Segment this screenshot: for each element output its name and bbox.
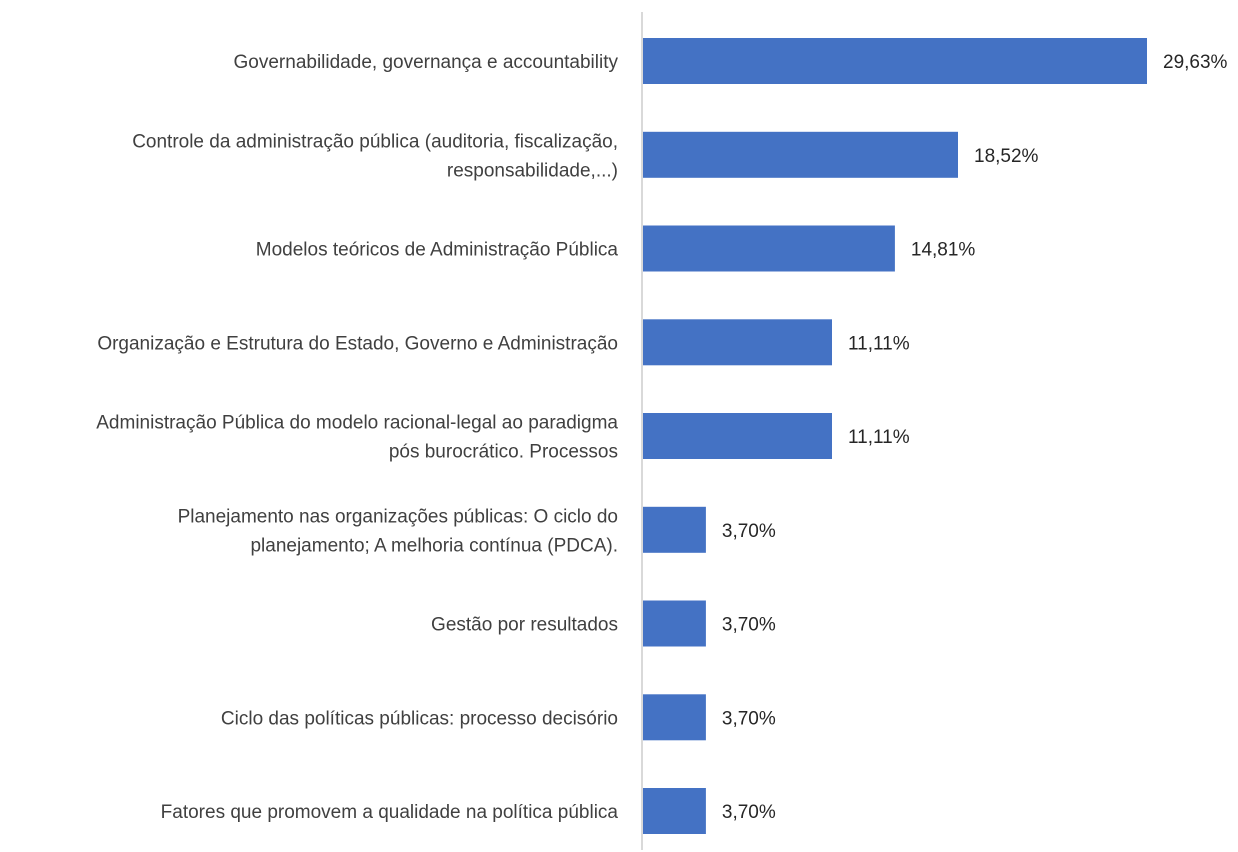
category-label-line: Administração Pública do modelo racional… [96,413,618,434]
category-label: Planejamento nas organizações públicas: … [178,506,618,556]
category-label: Gestão por resultados [431,615,618,636]
category-label: Modelos teóricos de Administração Públic… [256,240,619,261]
bar [643,131,958,178]
category-label-line: Governabilidade, governança e accountabi… [234,52,619,73]
category-label: Ciclo das políticas públicas: processo d… [221,708,618,729]
category-label-line: responsabilidade,...) [447,160,618,181]
data-label: 3,70% [722,521,776,542]
bar [643,600,706,647]
data-label: 11,11% [848,427,910,448]
data-label: 29,63% [1163,52,1228,73]
bar [643,319,832,366]
category-labels-group: Governabilidade, governança e accountabi… [96,52,618,823]
bar [643,694,706,741]
category-label-line: Organização e Estrutura do Estado, Gover… [97,333,618,354]
data-label: 18,52% [974,146,1039,167]
bar [643,413,832,459]
category-label-line: Controle da administração pública (audit… [132,131,618,152]
bars-group [643,38,1147,834]
category-label: Administração Pública do modelo racional… [96,413,618,463]
category-label-line: Ciclo das políticas públicas: processo d… [221,708,618,729]
category-label-line: Gestão por resultados [431,615,618,636]
category-label-line: Planejamento nas organizações públicas: … [178,506,618,527]
category-label: Governabilidade, governança e accountabi… [234,52,619,73]
data-label: 3,70% [722,802,776,823]
category-label-line: Fatores que promovem a qualidade na polí… [161,802,619,823]
category-label: Organização e Estrutura do Estado, Gover… [97,333,618,354]
data-label: 14,81% [911,240,976,261]
category-label-line: Modelos teóricos de Administração Públic… [256,240,619,261]
bar [643,506,706,553]
data-labels-group: 29,63% 18,52% 14,81% 11,11% 11,11% 3,70% 3,70%… [722,52,1228,823]
data-label: 3,70% [722,615,776,636]
bar [643,38,1147,84]
category-label-line: pós burocrático. Processos [389,442,618,463]
category-label-line: planejamento; A melhoria contínua (PDCA)… [250,535,618,556]
data-label: 11,11% [848,333,910,354]
data-label: 3,70% [722,708,776,729]
bar [643,225,895,272]
bar [643,788,706,834]
category-label: Controle da administração pública (audit… [132,131,618,181]
category-label: Fatores que promovem a qualidade na polí… [161,802,619,823]
